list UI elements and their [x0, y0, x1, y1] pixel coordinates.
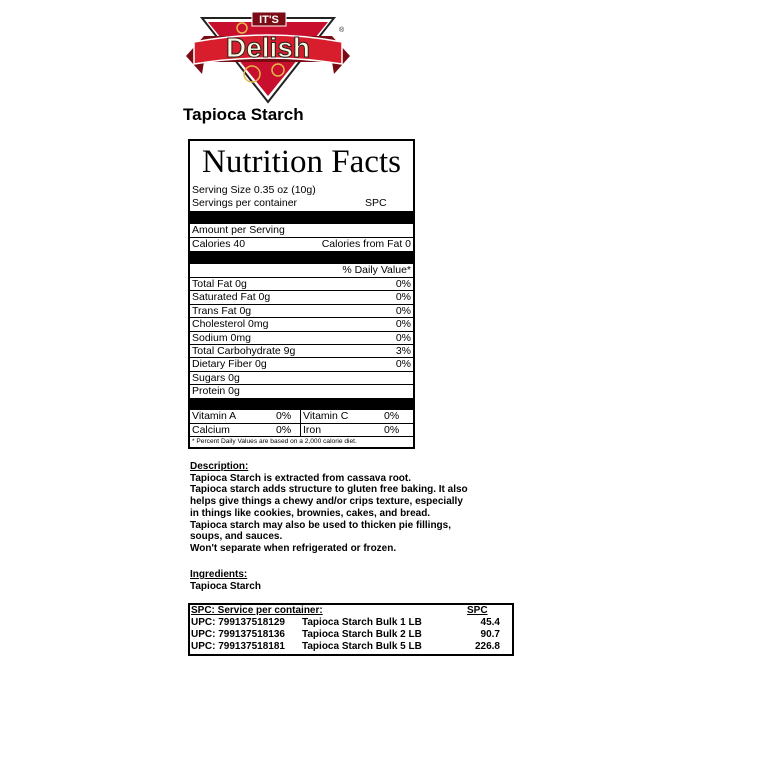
thick-divider	[190, 211, 413, 224]
spc-value: 226.8	[474, 641, 500, 652]
description-line: Tapioca Starch is extracted from cassava…	[190, 472, 412, 484]
iron-dv: 0%	[384, 424, 400, 436]
nutrient-row: Total Carbohydrate 9g 3%	[190, 344, 413, 358]
vitamin-c-dv: 0%	[384, 410, 400, 422]
amount-per-serving: Amount per Serving	[192, 224, 285, 236]
nutrient-row: Total Fat 0g 0%	[190, 277, 413, 291]
nutrient-label: Trans Fat 0g	[192, 304, 252, 317]
calories: Calories 40	[192, 238, 246, 250]
servings-label: Servings per container	[192, 197, 298, 209]
iron-label: Iron	[300, 424, 321, 437]
description-line: in things like cookies, brownies, cakes,…	[190, 507, 431, 519]
thick-divider	[190, 398, 413, 410]
spc-value: 90.7	[480, 629, 500, 640]
nutrient-label: Cholesterol 0mg	[192, 318, 269, 331]
description-line: soups, and sauces.	[190, 531, 283, 543]
nutrient-label: Dietary Fiber 0g	[192, 358, 267, 371]
serving-size: Serving Size 0.35 oz (10g)	[192, 184, 316, 196]
description-line: Tapioca starch adds structure to gluten …	[190, 484, 468, 496]
ingredients-heading: Ingredients:	[190, 569, 248, 580]
description-section: Description: Tapioca Starch is extracted…	[190, 461, 468, 555]
nutrition-facts-panel: Nutrition Facts Serving Size 0.35 oz (10…	[188, 139, 415, 449]
upc-code: UPC: 799137518129	[191, 617, 285, 628]
nutrient-row: Sugars 0g	[190, 370, 413, 385]
description-line: helps give things a chewy and/or crips t…	[190, 496, 463, 508]
nutrient-label: Sugars 0g	[192, 371, 240, 384]
spc-table: SPC: Service per container: SPC UPC: 799…	[188, 603, 514, 656]
spc-header-value: SPC	[467, 605, 488, 616]
nutrient-row: Saturated Fat 0g 0%	[190, 290, 413, 304]
svg-text:Delish: Delish	[226, 32, 310, 63]
nutrient-label: Total Fat 0g	[192, 278, 247, 290]
calories-row: Calories 40 Calories from Fat 0	[190, 237, 413, 251]
nutrient-row: Cholesterol 0mg 0%	[190, 317, 413, 331]
spc-header: SPC: Service per container:	[191, 605, 323, 616]
nutrient-row: Trans Fat 0g 0%	[190, 303, 413, 318]
vitamin-row: Vitamin A 0% Vitamin C 0%	[190, 410, 413, 423]
upc-code: UPC: 799137518181	[191, 641, 285, 652]
product-name: Tapioca Starch Bulk 2 LB	[302, 629, 422, 640]
nutrient-dv: 0%	[395, 358, 411, 371]
its-delish-logo: IT'S Delish ®	[182, 11, 354, 104]
mineral-row: Calcium 0% Iron 0%	[190, 423, 413, 437]
description-line: Tapioca starch may also be used to thick…	[190, 519, 451, 531]
calories-from-fat: Calories from Fat 0	[321, 238, 411, 250]
nutrient-dv: 0%	[395, 318, 411, 331]
nutrient-dv: 0%	[395, 278, 411, 290]
nutrition-facts-title: Nutrition Facts	[202, 144, 401, 180]
ingredients-text: Tapioca Starch	[190, 580, 261, 592]
nutrient-dv: 0%	[395, 304, 411, 317]
calcium-label: Calcium	[192, 424, 230, 436]
ingredients-section: Ingredients: Tapioca Starch	[190, 569, 261, 592]
nutrient-label: Sodium 0mg	[192, 331, 251, 344]
nutrient-row: Sodium 0mg 0%	[190, 330, 413, 345]
footnote: * Percent Daily Values are based on a 2,…	[190, 436, 413, 447]
nutrient-label: Total Carbohydrate 9g	[192, 345, 296, 357]
vitamin-c-label: Vitamin C	[300, 410, 348, 423]
calcium-dv: 0%	[276, 424, 292, 436]
servings-per-container: Servings per container SPC	[190, 197, 413, 210]
daily-value-header: % Daily Value*	[342, 264, 411, 276]
product-name: Tapioca Starch Bulk 1 LB	[302, 617, 422, 628]
nutrient-row: Dietary Fiber 0g 0%	[190, 357, 413, 371]
nutrient-dv: 3%	[395, 345, 411, 357]
nutrient-label: Protein 0g	[192, 385, 240, 398]
nutrient-dv: 0%	[395, 291, 411, 304]
spc-value: 45.4	[480, 617, 500, 628]
vitamin-a-dv: 0%	[276, 410, 292, 422]
thick-divider	[190, 251, 413, 264]
description-heading: Description:	[190, 461, 249, 472]
vitamin-a-label: Vitamin A	[192, 410, 237, 422]
nutrient-dv: 0%	[395, 331, 411, 344]
svg-text:IT'S: IT'S	[259, 14, 279, 26]
nutrient-label: Saturated Fat 0g	[192, 291, 271, 304]
product-title: Tapioca Starch	[183, 105, 304, 124]
svg-text:®: ®	[339, 26, 345, 34]
description-line: Won't separate when refrigerated or froz…	[190, 542, 397, 554]
product-name: Tapioca Starch Bulk 5 LB	[302, 641, 422, 652]
upc-code: UPC: 799137518136	[191, 629, 285, 640]
servings-value: SPC	[365, 197, 387, 209]
nutrient-row: Protein 0g	[190, 384, 413, 398]
